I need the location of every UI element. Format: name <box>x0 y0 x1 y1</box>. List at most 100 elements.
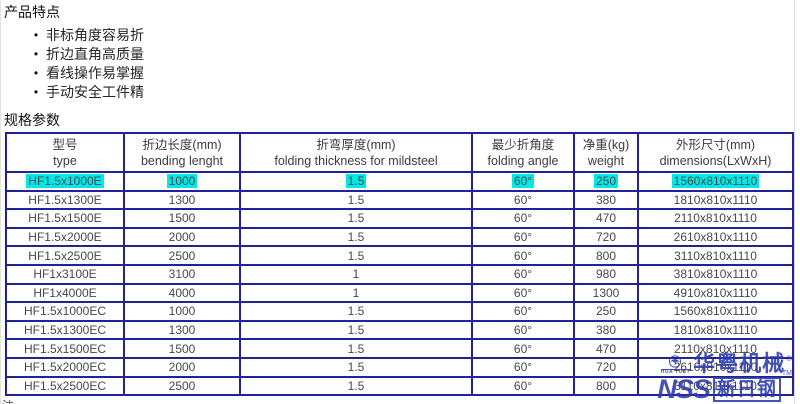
features-title: 产品特点 <box>4 4 60 20</box>
clipped-note-text: 注 <box>2 397 26 404</box>
cell-text: 470 <box>595 211 617 226</box>
cell-text: 380 <box>595 192 617 207</box>
header-label-zh: 折边长度(mm) <box>142 137 222 152</box>
cell-text: HF1.5x1300EC <box>23 323 107 338</box>
cell-text: 800 <box>595 378 617 393</box>
table-cell: 720 <box>573 226 639 248</box>
table-cell: 60° <box>471 208 575 229</box>
table-cell: 1500 <box>123 208 241 229</box>
table-cell: HF1.5x2000EC <box>5 356 125 378</box>
table-cell: 980 <box>573 263 639 285</box>
header-label-en: folding thickness for mildsteel <box>274 153 438 168</box>
table-cell: 60° <box>471 319 575 341</box>
cell-text: 1300 <box>168 323 196 338</box>
cell-text: HF1x4000E <box>33 285 97 300</box>
table-cell: 3810x810x1110 <box>637 263 794 285</box>
cell-text: 250 <box>595 304 617 319</box>
bullet-icon: • <box>33 47 39 61</box>
cell-text: 2000 <box>168 230 196 245</box>
table-header-cell: 折边长度(mm) bending lenght <box>123 132 241 173</box>
table-cell: 2500 <box>123 375 241 397</box>
cell-text: HF1.5x1500EC <box>23 341 107 356</box>
header-label-en: weight <box>587 153 625 168</box>
table-cell: 2000 <box>123 356 241 378</box>
table-cell: 60° <box>471 301 575 322</box>
page-right-border <box>794 0 795 404</box>
cell-text: 60° <box>513 341 533 356</box>
cell-text: 1.5 <box>347 323 365 338</box>
cell-text: 1300 <box>592 285 620 300</box>
table-cell: 3100 <box>123 263 241 285</box>
cell-text: HF1.5x1500E <box>28 211 102 226</box>
table-row: HF1.5x1300EC 1300 1.5 60° 380 1810x810x1110 <box>5 319 794 341</box>
header-label-zh: 最少折角度 <box>491 137 555 152</box>
table-row: HF1x3100E 3100 1 60° 980 3810x810x1110 <box>5 263 794 285</box>
table-row: HF1.5x1300E 1300 1.5 60° 380 1810x810x1110 <box>5 189 794 211</box>
table-row: HF1.5x1500EC 1500 1.5 60° 470 2110x810x1110 <box>5 338 794 359</box>
table-cell: 1000 <box>123 301 241 322</box>
cell-text: 1810x810x1110 <box>673 323 758 338</box>
cell-text: 1.5 <box>347 230 365 245</box>
cell-text: 2610x810x1110 <box>673 360 758 375</box>
cell-text: 60° <box>513 211 533 226</box>
bullet-icon: • <box>33 85 39 99</box>
cell-text: 3110x810x1110 <box>674 378 757 393</box>
cell-text: 60° <box>513 323 533 338</box>
table-cell: 60° <box>471 375 575 397</box>
cell-text: 2500 <box>168 248 196 263</box>
table-cell: 1500 <box>123 338 241 359</box>
table-cell: HF1.5x1000EC <box>5 301 125 322</box>
cell-text: 4910x810x1110 <box>673 285 758 300</box>
table-header-cell: 外形尺寸(mm) dimensions(LxWxH) <box>637 132 794 173</box>
feature-item-label: 手动安全工件精 <box>46 84 144 100</box>
header-label-en: dimensions(LxWxH) <box>659 153 772 168</box>
table-cell: 1.5 <box>239 338 473 359</box>
table-cell: HF1x3100E <box>5 263 125 285</box>
header-label-zh: 型号 <box>52 137 78 152</box>
table-cell: 3110x810x1110 <box>637 245 794 266</box>
table-cell: 1.5 <box>239 245 473 266</box>
table-cell: 800 <box>573 245 639 266</box>
table-cell: 2500 <box>123 245 241 266</box>
cell-text: HF1.5x2500EC <box>23 378 107 393</box>
table-cell: 1.5 <box>239 189 473 211</box>
feature-item-label: 非标角度容易折 <box>46 27 144 43</box>
cell-text: 3810x810x1110 <box>673 267 758 282</box>
table-cell: 2000 <box>123 226 241 248</box>
feature-item-label: 折边直角高质量 <box>46 46 144 62</box>
table-cell: 380 <box>573 319 639 341</box>
table-cell: 1300 <box>573 282 639 304</box>
cell-text: 800 <box>595 248 617 263</box>
table-cell: 60° <box>471 282 575 304</box>
cell-text: 60° <box>513 378 533 393</box>
cell-text: 380 <box>595 323 617 338</box>
cell-text: 980 <box>595 267 617 282</box>
table-cell: 470 <box>573 208 639 229</box>
table-cell: 60° <box>471 189 575 211</box>
cell-text: 1810x810x1110 <box>673 192 758 207</box>
table-cell: 1810x810x1110 <box>637 319 794 341</box>
table-cell: 60° <box>471 356 575 378</box>
cell-text: 1.5 <box>347 360 365 375</box>
table-cell: 4000 <box>123 282 241 304</box>
table-cell: 60° <box>471 263 575 285</box>
feature-item: • 看线操作易掌握 <box>28 64 144 83</box>
cell-text: HF1.5x1300E <box>28 192 102 207</box>
table-row: HF1.5x1500E 1500 1.5 60° 470 2110x810x1110 <box>5 208 794 229</box>
table-cell: 60° <box>471 171 575 192</box>
cell-text: 60° <box>513 360 533 375</box>
highlighted-cell-text: 60° <box>511 174 535 189</box>
highlighted-cell-text: 1000 <box>166 174 198 189</box>
cell-text: HF1.5x2500E <box>28 248 102 263</box>
table-cell: HF1x4000E <box>5 282 125 304</box>
table-cell: 380 <box>573 189 639 211</box>
cell-text: 1.5 <box>347 378 365 393</box>
specs-title: 规格参数 <box>4 112 60 128</box>
table-header-cell: 最少折角度 folding angle <box>471 132 575 173</box>
cell-text: 720 <box>595 360 617 375</box>
table-row: HF1.5x1000E 1000 1.5 60° 250 1560x810x1110 <box>5 171 794 192</box>
cell-text: 60° <box>513 230 533 245</box>
spec-table-body: HF1.5x1000E 1000 1.5 60° 250 1560x810x1110 HF1… <box>5 171 794 397</box>
table-row: HF1x4000E 4000 1 60° 1300 4910x810x1110 <box>5 282 794 304</box>
table-cell: 1 <box>239 282 473 304</box>
